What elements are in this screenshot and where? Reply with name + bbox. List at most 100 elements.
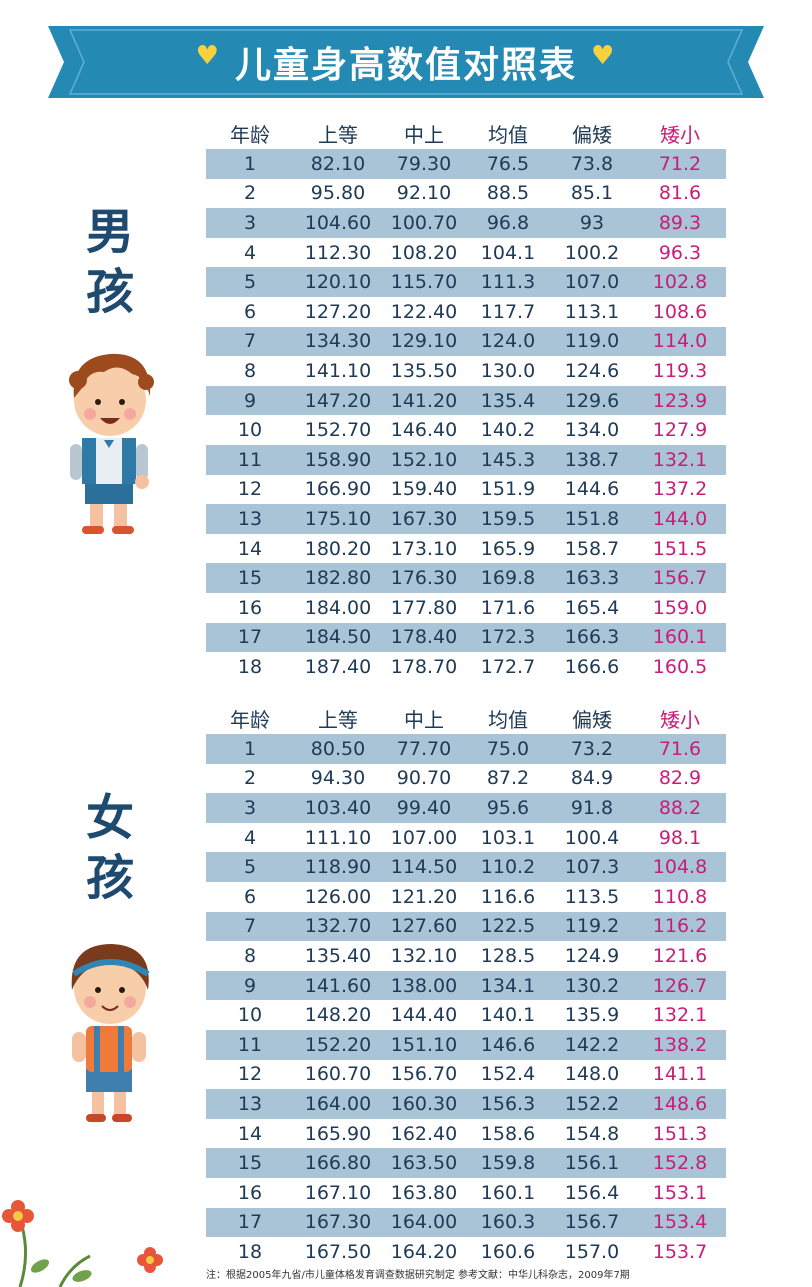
table-cell: 4 — [243, 241, 257, 264]
table-cell: 163.50 — [390, 1152, 458, 1175]
boy-illustration-icon — [69, 353, 154, 534]
table-cell: 166.3 — [564, 626, 620, 649]
table-row: 9 147.20 141.20 135.4 129.6 123.9 — [206, 385, 726, 416]
girls-label: 女 孩 — [85, 790, 134, 906]
table-cell: 107.0 — [564, 271, 620, 294]
table-row: 8 141.10 135.50 130.0 124.6 119.3 — [206, 356, 726, 386]
table-cell: 158.7 — [564, 537, 620, 560]
table-cell: 91.8 — [570, 796, 614, 819]
table-cell: 152.2 — [564, 1092, 620, 1115]
table-cell: 152.4 — [480, 1063, 536, 1086]
table-cell: 14 — [237, 537, 263, 560]
table-row: 16 167.10 163.80 160.1 156.4 153.1 — [206, 1178, 726, 1208]
table-cell: 116.6 — [480, 885, 536, 908]
table-cell: 129.10 — [390, 330, 458, 353]
table-cell: 104.8 — [652, 856, 708, 879]
column-header: 上等 — [318, 707, 358, 732]
table-cell: 79.30 — [396, 152, 452, 175]
table-row: 1 80.50 77.70 75.0 73.2 71.6 — [206, 734, 726, 764]
table-cell: 167.10 — [304, 1181, 372, 1204]
table-cell: 146.40 — [390, 419, 458, 442]
table-cell: 11 — [237, 1033, 263, 1056]
table-cell: 128.5 — [480, 944, 536, 967]
table-cell: 12 — [237, 1063, 263, 1086]
table-row: 10 148.20 144.40 140.1 135.9 132.1 — [206, 1000, 726, 1030]
table-cell: 13 — [237, 1092, 263, 1115]
table-cell: 10 — [237, 419, 263, 442]
table-row: 9 141.60 138.00 134.1 130.2 126.7 — [206, 970, 726, 1001]
table-cell: 153.4 — [652, 1211, 708, 1234]
table-cell: 134.1 — [480, 974, 536, 997]
table-cell: 164.20 — [390, 1240, 458, 1263]
footnote: 注：根据2005年九省/市儿童体格发育调查数据研究制定 参考文献：中华儿科杂志，… — [206, 1270, 630, 1281]
table-cell: 7 — [243, 915, 257, 938]
table-row: 17 167.30 164.00 160.3 156.7 153.4 — [206, 1207, 726, 1238]
table-cell: 138.7 — [564, 448, 620, 471]
table-cell: 153.7 — [652, 1240, 708, 1263]
table-cell: 167.30 — [390, 507, 458, 530]
girl-illustration-icon — [71, 944, 150, 1122]
table-cell: 102.8 — [652, 271, 708, 294]
table-cell: 100.4 — [564, 826, 620, 849]
table-cell: 85.1 — [570, 182, 614, 205]
column-header: 中上 — [404, 707, 444, 732]
column-header: 偏矮 — [572, 122, 612, 147]
table-cell: 156.7 — [652, 567, 708, 590]
table-cell: 15 — [237, 1152, 263, 1175]
table-cell: 153.1 — [652, 1181, 708, 1204]
column-header: 年龄 — [230, 707, 270, 732]
table-cell: 5 — [243, 856, 257, 879]
table-cell: 112.30 — [304, 241, 372, 264]
table-cell: 95.80 — [310, 182, 366, 205]
table-cell: 187.40 — [304, 655, 372, 678]
table-cell: 151.10 — [390, 1033, 458, 1056]
table-cell: 104.1 — [480, 241, 536, 264]
table-cell: 141.1 — [652, 1063, 708, 1086]
table-cell: 138.00 — [390, 974, 458, 997]
table-row: 11 158.90 152.10 145.3 138.7 132.1 — [206, 444, 726, 475]
table-row: 17 184.50 178.40 172.3 166.3 160.1 — [206, 622, 726, 653]
table-cell: 84.9 — [570, 767, 614, 790]
column-header: 均值 — [488, 707, 528, 732]
table-cell: 175.10 — [304, 507, 372, 530]
table-cell: 156.3 — [480, 1092, 536, 1115]
table-cell: 110.2 — [480, 856, 536, 879]
table-row: 6 126.00 121.20 116.6 113.5 110.8 — [206, 882, 726, 912]
table-cell: 6 — [243, 885, 257, 908]
table-cell: 2 — [243, 767, 257, 790]
table-cell: 142.2 — [564, 1033, 620, 1056]
column-header: 均值 — [488, 122, 528, 147]
table-cell: 10 — [237, 1004, 263, 1027]
table-cell: 145.3 — [480, 448, 536, 471]
table-cell: 160.70 — [304, 1063, 372, 1086]
table-row: 5 120.10 115.70 111.3 107.0 102.8 — [206, 267, 726, 297]
table-cell: 167.30 — [304, 1211, 372, 1234]
table-cell: 129.6 — [564, 389, 620, 412]
table-cell: 123.9 — [652, 389, 708, 412]
table-cell: 156.70 — [390, 1063, 458, 1086]
table-cell: 165.9 — [480, 537, 536, 560]
table-cell: 90.70 — [396, 767, 452, 790]
table-cell: 146.6 — [480, 1033, 536, 1056]
table-cell: 134.30 — [304, 330, 372, 353]
table-cell: 8 — [243, 944, 257, 967]
table-cell: 140.2 — [480, 419, 536, 442]
table-cell: 126.00 — [304, 885, 372, 908]
heart-icon: ♥ — [591, 41, 617, 71]
table-cell: 177.80 — [390, 596, 458, 619]
table-cell: 132.1 — [652, 448, 708, 471]
heart-icon: ♥ — [195, 41, 221, 71]
table-cell: 156.1 — [564, 1152, 620, 1175]
table-row: 15 182.80 176.30 169.8 163.3 156.7 — [206, 563, 726, 593]
table-cell: 99.40 — [396, 796, 452, 819]
table-cell: 164.00 — [304, 1092, 372, 1115]
table-cell: 87.2 — [486, 767, 530, 790]
table-row: 12 160.70 156.70 152.4 148.0 141.1 — [206, 1060, 726, 1090]
boys-label: 男 孩 — [85, 204, 134, 320]
title-banner: ♥ 儿童身高数值对照表 ♥ — [48, 26, 764, 98]
flower-decoration-icon — [2, 1200, 163, 1287]
table-cell: 158.6 — [480, 1122, 536, 1145]
table-cell: 5 — [243, 271, 257, 294]
table-cell: 178.70 — [390, 655, 458, 678]
table-cell: 75.0 — [486, 737, 530, 760]
